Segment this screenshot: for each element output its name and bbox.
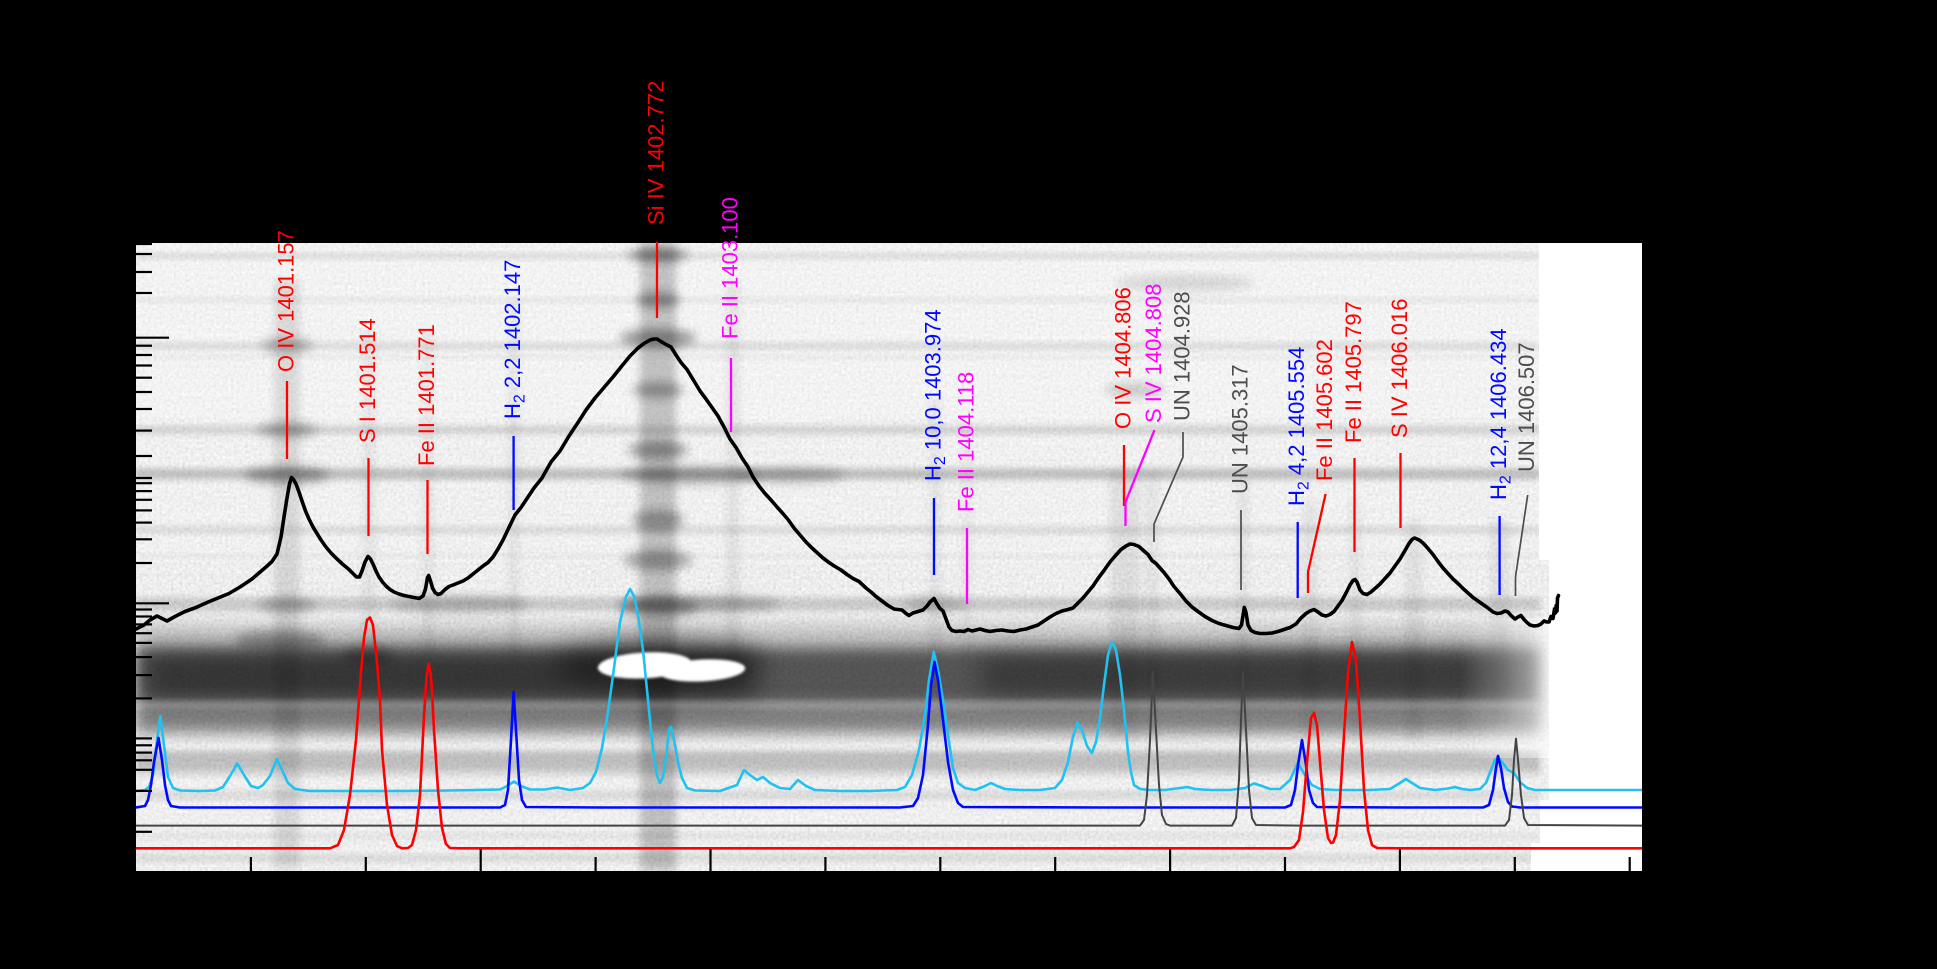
svg-text:S IV 1406.016: S IV 1406.016 (1387, 299, 1412, 438)
svg-text:O IV 1404.806: O IV 1404.806 (1111, 287, 1136, 429)
svg-text:Fe II 1405.797: Fe II 1405.797 (1341, 301, 1366, 443)
svg-text:O IV 1401.157: O IV 1401.157 (274, 230, 299, 372)
svg-text:UN 1404.928: UN 1404.928 (1170, 291, 1195, 421)
svg-text:S IV 1404.808: S IV 1404.808 (1141, 284, 1166, 423)
svg-text:S I 1401.514: S I 1401.514 (355, 318, 380, 443)
svg-text:H2 2,2 1402.147: H2 2,2 1402.147 (500, 260, 529, 419)
svg-text:UN 1406.507: UN 1406.507 (1514, 342, 1539, 472)
svg-text:Fe II 1403.100: Fe II 1403.100 (718, 197, 743, 339)
svg-text:Fe II 1405.602: Fe II 1405.602 (1312, 339, 1337, 481)
svg-text:H2 4,2 1405.554: H2 4,2 1405.554 (1284, 347, 1313, 506)
svg-text:H2 10,0 1403.974: H2 10,0 1403.974 (921, 309, 950, 481)
svg-text:H2 12,4 1406.434: H2 12,4 1406.434 (1486, 328, 1515, 500)
svg-text:Fe II 1404.118: Fe II 1404.118 (954, 372, 979, 512)
svg-text:Fe II 1401.771: Fe II 1401.771 (414, 324, 439, 466)
svg-text:UN 1405.317: UN 1405.317 (1228, 364, 1253, 494)
svg-text:Si IV 1402.772: Si IV 1402.772 (644, 81, 669, 225)
